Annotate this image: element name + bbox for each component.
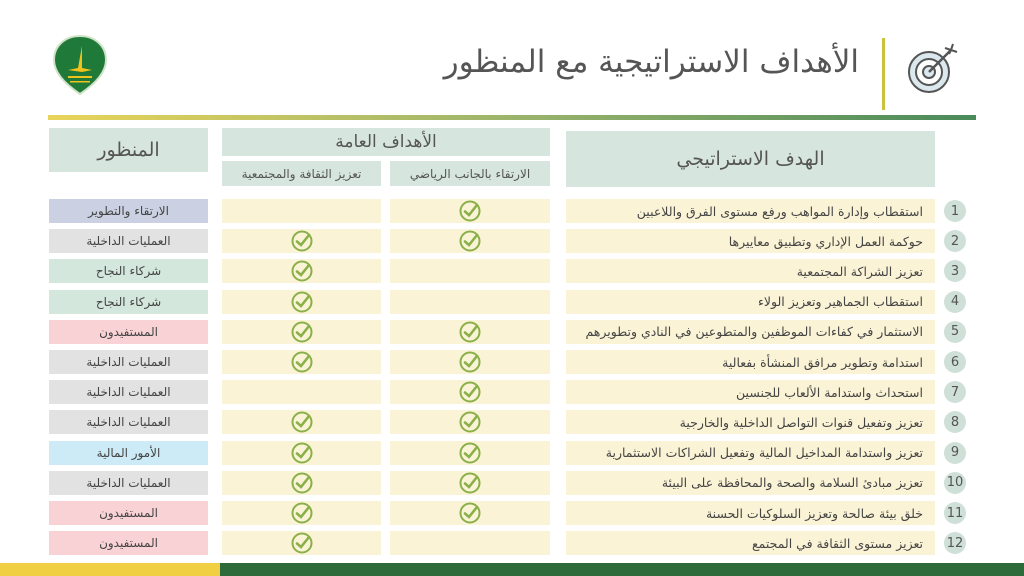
perspective-cell: العمليات الداخلية — [49, 410, 208, 435]
sports-cell — [390, 199, 550, 223]
sports-cell — [390, 440, 550, 465]
perspective-cell: المستفيدون — [49, 319, 208, 344]
sports-header: الارتقاء بالجانب الرياضي — [390, 161, 550, 186]
page-title: الأهداف الاستراتيجية مع المنظور — [443, 44, 859, 80]
row-number-badge: 3 — [944, 260, 966, 283]
row-number-badge: 12 — [944, 532, 966, 555]
row-number-badge: 9 — [944, 441, 966, 464]
strategic-goal-cell: حوكمة العمل الإداري وتطبيق معاييرها — [566, 229, 935, 254]
row-number-badge: 4 — [944, 290, 966, 313]
culture-cell — [222, 501, 381, 525]
sports-cell — [390, 380, 550, 405]
check-icon — [291, 472, 312, 494]
perspective-cell: الارتقاء والتطوير — [49, 199, 208, 223]
sports-cell — [390, 229, 550, 254]
sports-cell — [390, 259, 550, 284]
check-icon — [459, 381, 481, 403]
perspective-cell: الأمور المالية — [49, 440, 208, 465]
check-icon — [291, 442, 312, 464]
strategic-goal-cell: تعزيز مبادئ السلامة والصحة والمحافظة على… — [566, 470, 935, 495]
culture-cell — [222, 289, 381, 314]
strategic-goal-cell: تعزيز واستدامة المداخيل المالية وتفعيل ا… — [566, 440, 935, 465]
culture-header: تعزيز الثقافة والمجتمعية — [222, 161, 381, 186]
check-icon — [291, 502, 312, 524]
strategic-goal-cell: تعزيز وتفعيل قنوات التواصل الداخلية والخ… — [566, 410, 935, 435]
sports-cell — [390, 289, 550, 314]
culture-cell — [222, 440, 381, 465]
culture-cell — [222, 410, 381, 435]
row-number-badge: 5 — [944, 320, 966, 343]
perspective-header: المنظور — [49, 128, 208, 172]
culture-cell — [222, 319, 381, 344]
perspective-cell: المستفيدون — [49, 501, 208, 525]
check-icon — [459, 351, 481, 373]
sports-cell — [390, 350, 550, 374]
strategic-goal-cell: الاستثمار في كفاءات الموظفين والمتطوعين … — [566, 319, 935, 344]
strategic-goal-cell: خلق بيئة صالحة وتعزيز السلوكيات الحسنة — [566, 501, 935, 525]
sports-cell — [390, 319, 550, 344]
strategic-goal-cell: استقطاب وإدارة المواهب ورفع مستوى الفرق … — [566, 199, 935, 223]
check-icon — [291, 260, 312, 282]
culture-cell — [222, 229, 381, 254]
perspective-cell: العمليات الداخلية — [49, 350, 208, 374]
perspective-cell: شركاء النجاح — [49, 289, 208, 314]
culture-cell — [222, 350, 381, 374]
check-icon — [459, 230, 481, 252]
strategic-goal-cell: استقطاب الجماهير وتعزيز الولاء — [566, 289, 935, 314]
check-icon — [291, 321, 312, 343]
check-icon — [459, 442, 481, 464]
perspective-cell: العمليات الداخلية — [49, 229, 208, 254]
check-icon — [459, 321, 481, 343]
strategic-goal-cell: استحداث واستدامة الألعاب للجنسين — [566, 380, 935, 405]
strategic-goal-header: الهدف الاستراتيجي — [566, 131, 935, 187]
perspective-cell: شركاء النجاح — [49, 259, 208, 284]
sports-cell — [390, 531, 550, 556]
check-icon — [459, 411, 481, 433]
row-number-badge: 7 — [944, 381, 966, 404]
general-goals-header: الأهداف العامة — [222, 128, 550, 156]
culture-cell — [222, 199, 381, 223]
strategic-goal-cell: استدامة وتطوير مرافق المنشأة بفعالية — [566, 350, 935, 374]
culture-cell — [222, 531, 381, 556]
row-number-badge: 6 — [944, 351, 966, 373]
row-number-badge: 11 — [944, 502, 966, 524]
strategic-goal-cell: تعزيز الشراكة المجتمعية — [566, 259, 935, 284]
perspective-cell: المستفيدون — [49, 531, 208, 556]
culture-cell — [222, 470, 381, 495]
row-number-badge: 1 — [944, 200, 966, 222]
check-icon — [291, 532, 312, 554]
check-icon — [291, 230, 312, 252]
check-icon — [459, 502, 481, 524]
culture-cell — [222, 259, 381, 284]
club-logo — [52, 34, 108, 100]
footer-bar-yellow — [0, 563, 220, 576]
sports-cell — [390, 410, 550, 435]
row-number-badge: 10 — [944, 471, 966, 494]
perspective-cell: العمليات الداخلية — [49, 470, 208, 495]
header-divider — [48, 115, 976, 120]
divider — [882, 38, 885, 110]
sports-cell — [390, 501, 550, 525]
check-icon — [291, 411, 312, 433]
culture-cell — [222, 380, 381, 405]
strategic-goal-cell: تعزيز مستوى الثقافة في المجتمع — [566, 531, 935, 556]
perspective-cell: العمليات الداخلية — [49, 380, 208, 405]
footer-bar-green — [220, 563, 1024, 576]
row-number-badge: 2 — [944, 230, 966, 253]
check-icon — [459, 472, 481, 494]
sports-cell — [390, 470, 550, 495]
check-icon — [291, 351, 312, 373]
check-icon — [291, 291, 312, 313]
row-number-badge: 8 — [944, 411, 966, 434]
target-icon — [905, 42, 959, 102]
check-icon — [459, 200, 481, 222]
